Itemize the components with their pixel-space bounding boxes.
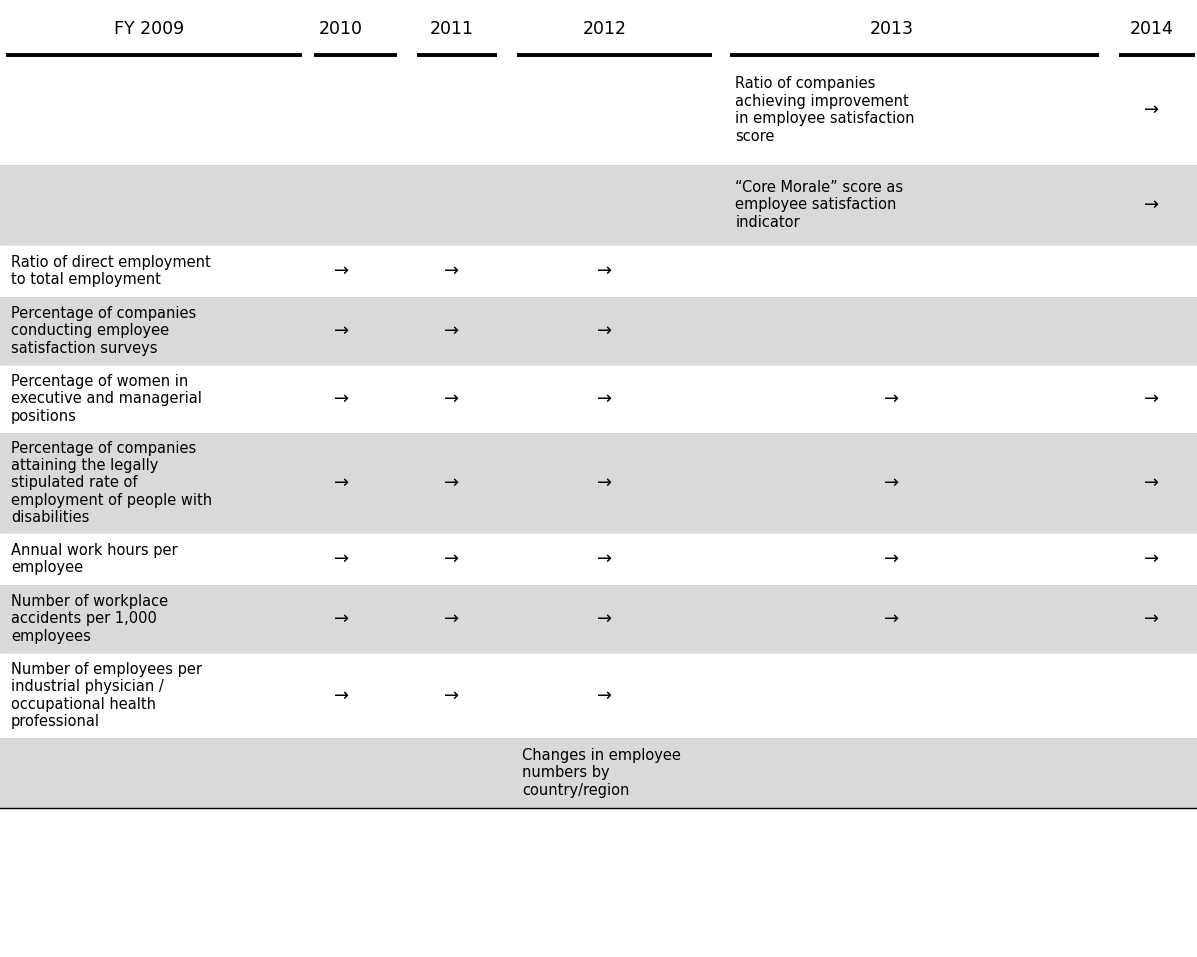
Text: →: → bbox=[597, 550, 612, 568]
Text: →: → bbox=[444, 390, 458, 408]
Text: →: → bbox=[334, 262, 348, 280]
Text: 2013: 2013 bbox=[870, 20, 913, 38]
Text: →: → bbox=[444, 474, 458, 492]
Text: Percentage of women in
executive and managerial
positions: Percentage of women in executive and man… bbox=[11, 374, 202, 424]
Text: 2012: 2012 bbox=[583, 20, 626, 38]
Text: Ratio of companies
achieving improvement
in employee satisfaction
score: Ratio of companies achieving improvement… bbox=[735, 77, 915, 144]
Text: →: → bbox=[597, 474, 612, 492]
Text: →: → bbox=[1144, 390, 1159, 408]
Text: →: → bbox=[597, 390, 612, 408]
Text: Annual work hours per
employee: Annual work hours per employee bbox=[11, 543, 177, 575]
Text: 2014: 2014 bbox=[1130, 20, 1173, 38]
Text: →: → bbox=[444, 550, 458, 568]
Text: Number of workplace
accidents per 1,000
employees: Number of workplace accidents per 1,000 … bbox=[11, 594, 168, 644]
Text: →: → bbox=[444, 322, 458, 340]
Text: 2010: 2010 bbox=[320, 20, 363, 38]
Text: →: → bbox=[1144, 610, 1159, 628]
Bar bbox=[0, 585, 1197, 653]
Text: →: → bbox=[444, 610, 458, 628]
Text: Percentage of companies
conducting employee
satisfaction surveys: Percentage of companies conducting emplo… bbox=[11, 306, 196, 356]
Text: FY 2009: FY 2009 bbox=[115, 20, 184, 38]
Text: Ratio of direct employment
to total employment: Ratio of direct employment to total empl… bbox=[11, 255, 211, 287]
Text: →: → bbox=[444, 262, 458, 280]
Text: →: → bbox=[334, 550, 348, 568]
Text: →: → bbox=[885, 390, 899, 408]
Text: “Core Morale” score as
employee satisfaction
indicator: “Core Morale” score as employee satisfac… bbox=[735, 180, 904, 230]
Text: →: → bbox=[597, 262, 612, 280]
Bar bbox=[0, 165, 1197, 245]
Text: Number of employees per
industrial physician /
occupational health
professional: Number of employees per industrial physi… bbox=[11, 662, 202, 729]
Text: Changes in employee
numbers by
country/region: Changes in employee numbers by country/r… bbox=[522, 748, 681, 798]
Text: →: → bbox=[334, 610, 348, 628]
Text: Percentage of companies
attaining the legally
stipulated rate of
employment of p: Percentage of companies attaining the le… bbox=[11, 441, 212, 525]
Text: →: → bbox=[597, 686, 612, 704]
Text: →: → bbox=[1144, 550, 1159, 568]
Text: →: → bbox=[334, 474, 348, 492]
Text: →: → bbox=[334, 686, 348, 704]
Text: →: → bbox=[597, 322, 612, 340]
Text: 2011: 2011 bbox=[430, 20, 473, 38]
Text: →: → bbox=[1144, 101, 1159, 119]
Text: →: → bbox=[334, 390, 348, 408]
Bar bbox=[0, 297, 1197, 365]
Text: →: → bbox=[885, 610, 899, 628]
Text: →: → bbox=[334, 322, 348, 340]
Text: →: → bbox=[597, 610, 612, 628]
Text: →: → bbox=[1144, 196, 1159, 214]
Bar bbox=[0, 738, 1197, 808]
Bar bbox=[0, 433, 1197, 533]
Text: →: → bbox=[444, 686, 458, 704]
Text: →: → bbox=[1144, 474, 1159, 492]
Text: →: → bbox=[885, 474, 899, 492]
Text: →: → bbox=[885, 550, 899, 568]
